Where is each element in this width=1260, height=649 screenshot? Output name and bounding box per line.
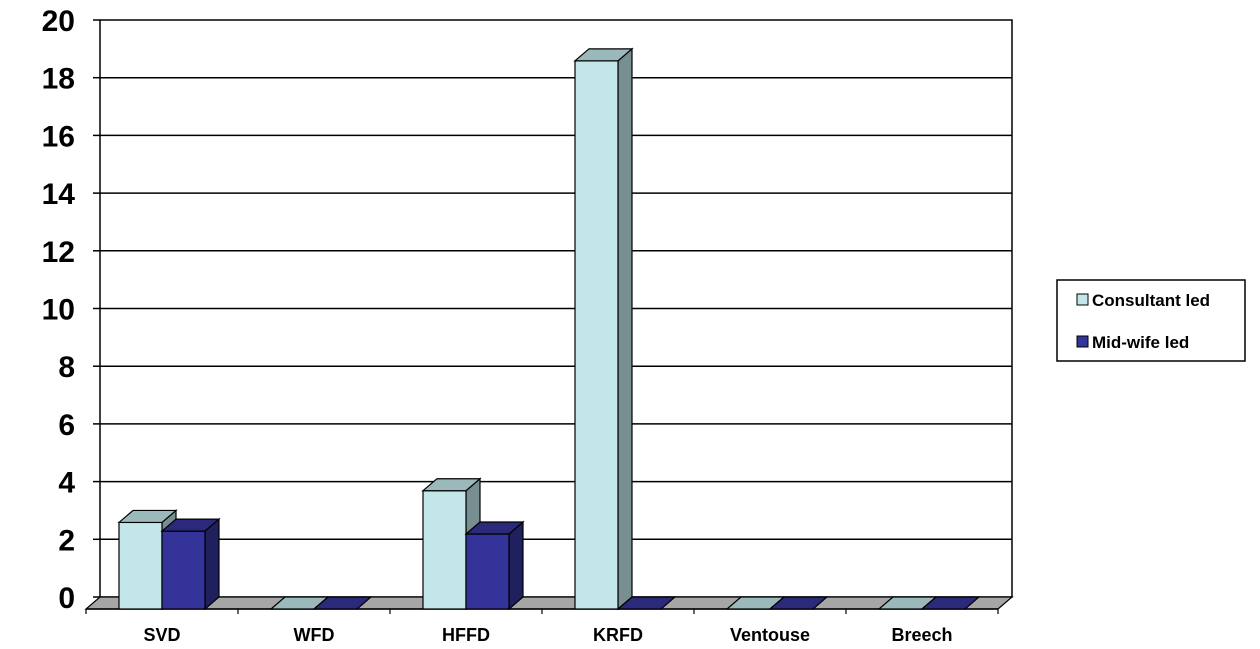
x-category-label: Breech	[891, 625, 952, 645]
x-category-label: SVD	[143, 625, 180, 645]
y-tick-label: 4	[58, 467, 75, 500]
y-tick-label: 16	[42, 120, 75, 153]
bar-consultant-led-krfd	[573, 47, 634, 611]
y-tick-label: 12	[42, 236, 75, 269]
y-tick-label: 0	[58, 582, 75, 615]
x-category-label: Ventouse	[730, 625, 810, 645]
bar-mid-wife-led-breech	[920, 596, 981, 610]
y-tick-label: 14	[42, 178, 76, 211]
legend-swatch-mid-wife-led	[1076, 335, 1089, 348]
x-axis-categories: SVD WFD HFFD KRFD Ventouse Breech	[143, 625, 952, 645]
y-tick-label: 2	[58, 524, 75, 557]
y-tick-label: 8	[58, 351, 75, 384]
legend-swatch-consultant-led	[1076, 293, 1089, 306]
legend: Consultant led Mid-wife led	[1056, 279, 1246, 362]
floor	[84, 596, 1014, 610]
bar-mid-wife-led-hffd	[464, 520, 525, 611]
legend-label-consultant-led: Consultant led	[1092, 291, 1210, 310]
bar-mid-wife-led-svd	[160, 517, 221, 611]
y-axis-ticks: 0 2 4 6 8 10 12 14 16 18 20	[42, 5, 76, 615]
x-category-label: HFFD	[442, 625, 490, 645]
plot-area	[84, 19, 1014, 614]
y-tick-label: 6	[58, 409, 75, 442]
y-tick-label: 10	[42, 294, 75, 327]
y-tick-label: 20	[42, 5, 75, 38]
bar-mid-wife-led-ventouse	[768, 596, 829, 610]
x-category-label: WFD	[294, 625, 335, 645]
bars-group	[117, 47, 981, 611]
legend-label-mid-wife-led: Mid-wife led	[1092, 333, 1189, 352]
y-tick-label: 18	[42, 63, 75, 96]
bar-mid-wife-led-krfd	[616, 596, 677, 610]
x-category-label: KRFD	[593, 625, 643, 645]
bar-mid-wife-led-wfd	[312, 596, 373, 610]
